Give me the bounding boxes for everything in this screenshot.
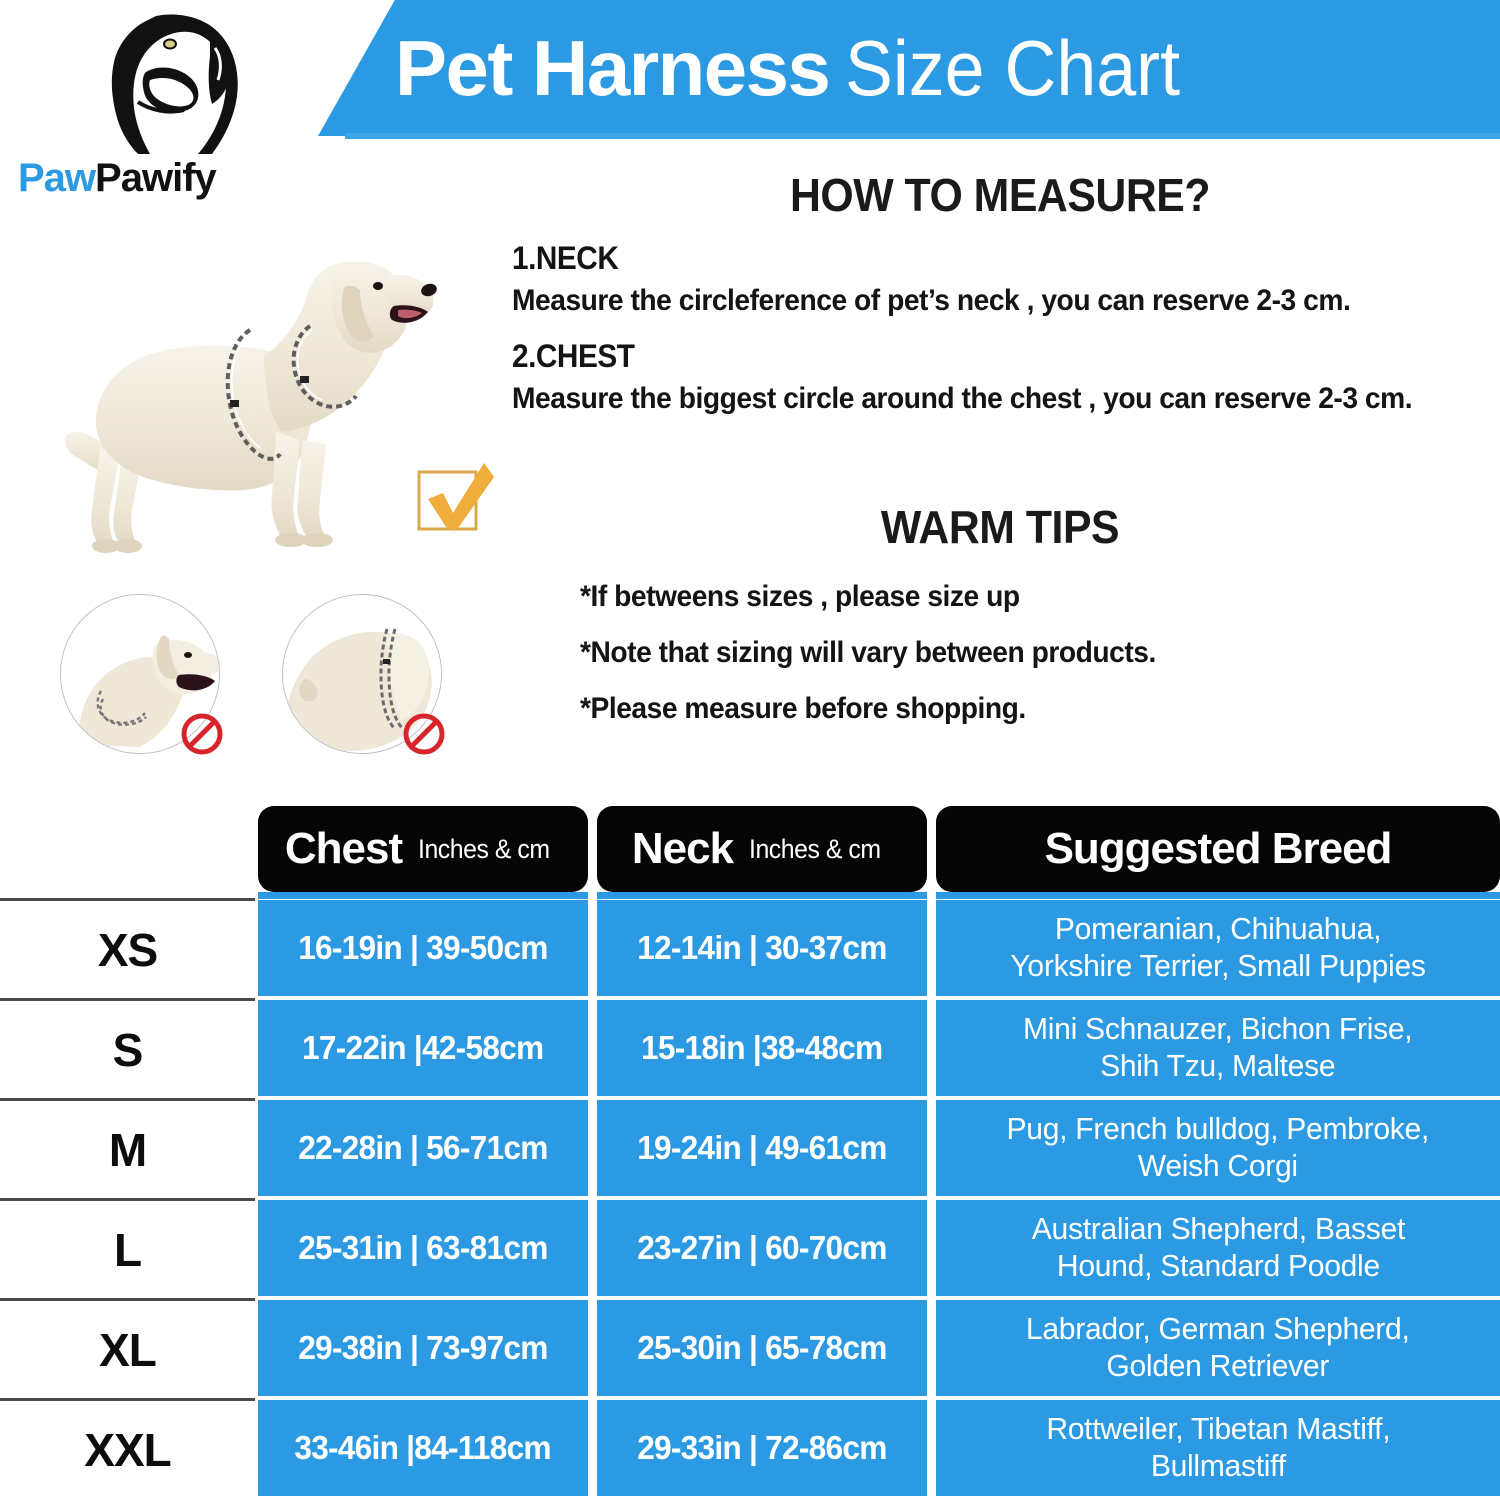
bad-example-photos — [52, 592, 472, 767]
size-chart-table: Chest Inches & cm Neck Inches & cm Sugge… — [0, 806, 1500, 1500]
dog-measuring-photo — [48, 248, 448, 578]
row-chest-text: 33-46in |84-118cm — [294, 1429, 552, 1466]
row-chest-value: 17-22in |42-58cm — [258, 1000, 588, 1096]
table-header-neck-sub: Inches & cm — [749, 833, 881, 864]
row-breed-value: Pug, French bulldog, Pembroke, Weish Corg… — [936, 1100, 1500, 1196]
prohibited-icon — [402, 712, 446, 756]
row-breed-value: Labrador, German Shepherd, Golden Retriev… — [936, 1300, 1500, 1396]
table-header-row: Chest Inches & cm Neck Inches & cm Sugge… — [0, 806, 1500, 899]
table-header-neck-underline — [597, 892, 927, 899]
table-header-chest: Chest Inches & cm — [258, 806, 588, 892]
row-chest-text: 29-38in | 73-97cm — [298, 1329, 548, 1366]
warm-tip-2: *Note that sizing will vary between prod… — [580, 636, 1156, 669]
row-size-label: XS — [0, 898, 255, 998]
row-size-label: M — [0, 1098, 255, 1198]
row-neck-text: 23-27in | 60-70cm — [637, 1229, 887, 1266]
row-size-label: S — [0, 998, 255, 1098]
table-header-size — [0, 806, 255, 892]
row-breed-value: Australian Shepherd, Basset Hound, Standa… — [936, 1200, 1500, 1296]
row-chest-value: 33-46in |84-118cm — [258, 1400, 588, 1496]
table-row: L 25-31in | 63-81cm 23-27in | 60-70cm Au… — [0, 1198, 1500, 1298]
measure-item-label-chest: 2.CHEST — [512, 338, 635, 374]
row-breed-value: Pomeranian, Chihuahua, Yorkshire Terrier,… — [936, 900, 1500, 996]
row-size-label: XL — [0, 1298, 255, 1398]
measure-item-desc-chest: Measure the biggest circle around the ch… — [512, 382, 1413, 415]
brand-logo: PawPawify — [10, 10, 310, 225]
table-header-neck: Neck Inches & cm — [597, 806, 927, 892]
table-row: XL 29-38in | 73-97cm 25-30in | 65-78cm L… — [0, 1298, 1500, 1398]
how-to-measure-list: 1.NECK Measure the circleference of pet’… — [512, 240, 1492, 436]
row-chest-text: 25-31in | 63-81cm — [298, 1229, 548, 1266]
table-header-breed-underline — [936, 892, 1500, 899]
row-neck-value: 29-33in | 72-86cm — [597, 1400, 927, 1496]
row-breed-value: Rottweiler, Tibetan Mastiff, Bullmastiff — [936, 1400, 1500, 1496]
row-breed-text: Mini Schnauzer, Bichon Frise, Shih Tzu, M… — [1023, 1011, 1413, 1083]
table-body: XS 16-19in | 39-50cm 12-14in | 30-37cm P… — [0, 898, 1500, 1498]
how-to-measure-title: HOW TO MEASURE? — [789, 169, 1211, 221]
row-breed-text: Australian Shepherd, Basset Hound, Standa… — [1031, 1211, 1405, 1283]
row-neck-value: 23-27in | 60-70cm — [597, 1200, 927, 1296]
row-breed-text: Rottweiler, Tibetan Mastiff, Bullmastiff — [1046, 1411, 1390, 1483]
row-chest-value: 25-31in | 63-81cm — [258, 1200, 588, 1296]
brand-name-part2: Pawify — [95, 156, 217, 200]
table-header-chest-sub: Inches & cm — [418, 833, 550, 864]
row-size-label: L — [0, 1198, 255, 1298]
row-breed-text: Labrador, German Shepherd, Golden Retriev… — [1026, 1311, 1410, 1383]
table-header-breed: Suggested Breed — [936, 806, 1500, 892]
row-neck-text: 15-18in |38-48cm — [641, 1029, 883, 1066]
banner-shadow-strip — [345, 133, 1500, 139]
row-chest-text: 22-28in | 56-71cm — [298, 1129, 548, 1166]
measure-item-desc-neck: Measure the circleference of pet’s neck … — [512, 284, 1351, 317]
row-chest-value: 22-28in | 56-71cm — [258, 1100, 588, 1196]
header-banner: Pet Harness Size Chart — [0, 0, 1500, 150]
row-neck-value: 19-24in | 49-61cm — [597, 1100, 927, 1196]
orange-checkmark-icon — [408, 455, 498, 543]
row-neck-text: 19-24in | 49-61cm — [637, 1129, 887, 1166]
table-header-chest-underline — [258, 892, 588, 899]
row-chest-text: 17-22in |42-58cm — [302, 1029, 544, 1066]
warm-tip-1: *If betweens sizes , please size up — [580, 580, 1020, 613]
row-neck-value: 15-18in |38-48cm — [597, 1000, 927, 1096]
page-title-bold: Pet Harness — [395, 24, 831, 112]
brand-name-part1: Paw — [18, 156, 96, 200]
brand-name: PawPawify — [18, 156, 308, 201]
table-row: XS 16-19in | 39-50cm 12-14in | 30-37cm P… — [0, 898, 1500, 998]
row-breed-text: Pug, French bulldog, Pembroke, Weish Corg… — [1006, 1111, 1430, 1183]
warm-tip-3: *Please measure before shopping. — [580, 692, 1026, 725]
prohibited-icon — [180, 712, 224, 756]
warm-tips-title: WARM TIPS — [880, 501, 1120, 553]
table-header-neck-main: Neck — [631, 824, 734, 873]
table-header-breed-main: Suggested Breed — [1044, 824, 1393, 873]
measure-item-label-neck: 1.NECK — [512, 240, 619, 276]
dog-head-icon — [72, 10, 272, 160]
table-row: S 17-22in |42-58cm 15-18in |38-48cm Mini… — [0, 998, 1500, 1098]
table-row: M 22-28in | 56-71cm 19-24in | 49-61cm Pu… — [0, 1098, 1500, 1198]
row-size-label: XXL — [0, 1398, 255, 1498]
row-neck-value: 12-14in | 30-37cm — [597, 900, 927, 996]
table-row: XXL 33-46in |84-118cm 29-33in | 72-86cm … — [0, 1398, 1500, 1498]
row-breed-text: Pomeranian, Chihuahua, Yorkshire Terrier,… — [1010, 911, 1426, 983]
table-header-chest-main: Chest — [284, 824, 403, 873]
row-chest-value: 29-38in | 73-97cm — [258, 1300, 588, 1396]
row-neck-value: 25-30in | 65-78cm — [597, 1300, 927, 1396]
dog-neck-high-tape-photo — [282, 594, 442, 754]
dog-neck-loose-tape-photo — [60, 594, 220, 754]
warm-tips-list: *If betweens sizes , please size up *Not… — [580, 580, 1500, 748]
banner-shape — [318, 0, 1500, 136]
page-title: Pet Harness Size Chart — [395, 14, 1475, 122]
row-chest-text: 16-19in | 39-50cm — [298, 929, 548, 966]
row-neck-text: 25-30in | 65-78cm — [637, 1329, 887, 1366]
row-neck-text: 29-33in | 72-86cm — [637, 1429, 887, 1466]
page-title-light: Size Chart — [845, 24, 1181, 112]
row-breed-value: Mini Schnauzer, Bichon Frise, Shih Tzu, M… — [936, 1000, 1500, 1096]
row-chest-value: 16-19in | 39-50cm — [258, 900, 588, 996]
row-neck-text: 12-14in | 30-37cm — [637, 929, 887, 966]
